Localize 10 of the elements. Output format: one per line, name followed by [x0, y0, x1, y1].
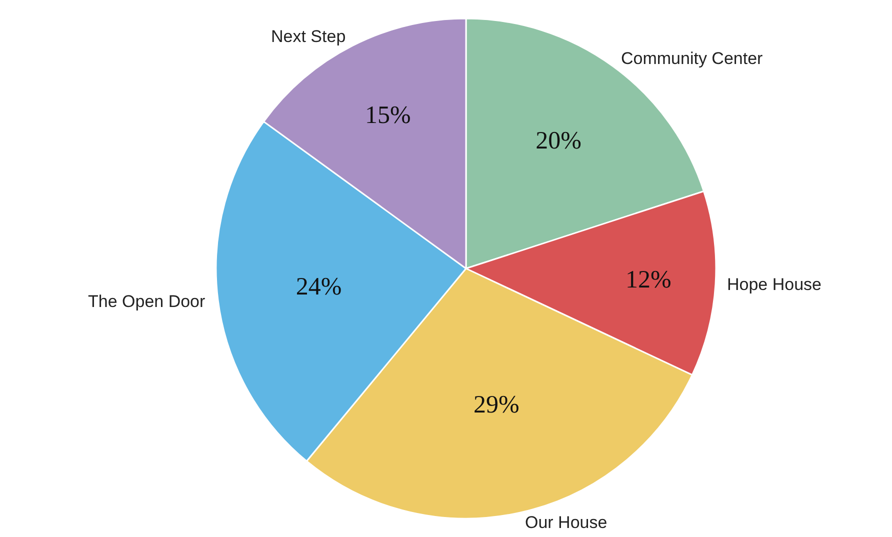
slice-label: Next Step: [271, 27, 346, 46]
data-label: 29%: [474, 391, 520, 418]
data-label: 20%: [536, 128, 582, 155]
slice-label: Hope House: [727, 275, 822, 294]
data-label: 12%: [625, 266, 672, 294]
slice-label: Community Center: [621, 49, 764, 68]
data-label: 24%: [296, 274, 342, 301]
data-label: 15%: [365, 102, 411, 129]
slice-label: The Open Door: [88, 292, 206, 311]
slice-label: Our House: [525, 513, 608, 532]
